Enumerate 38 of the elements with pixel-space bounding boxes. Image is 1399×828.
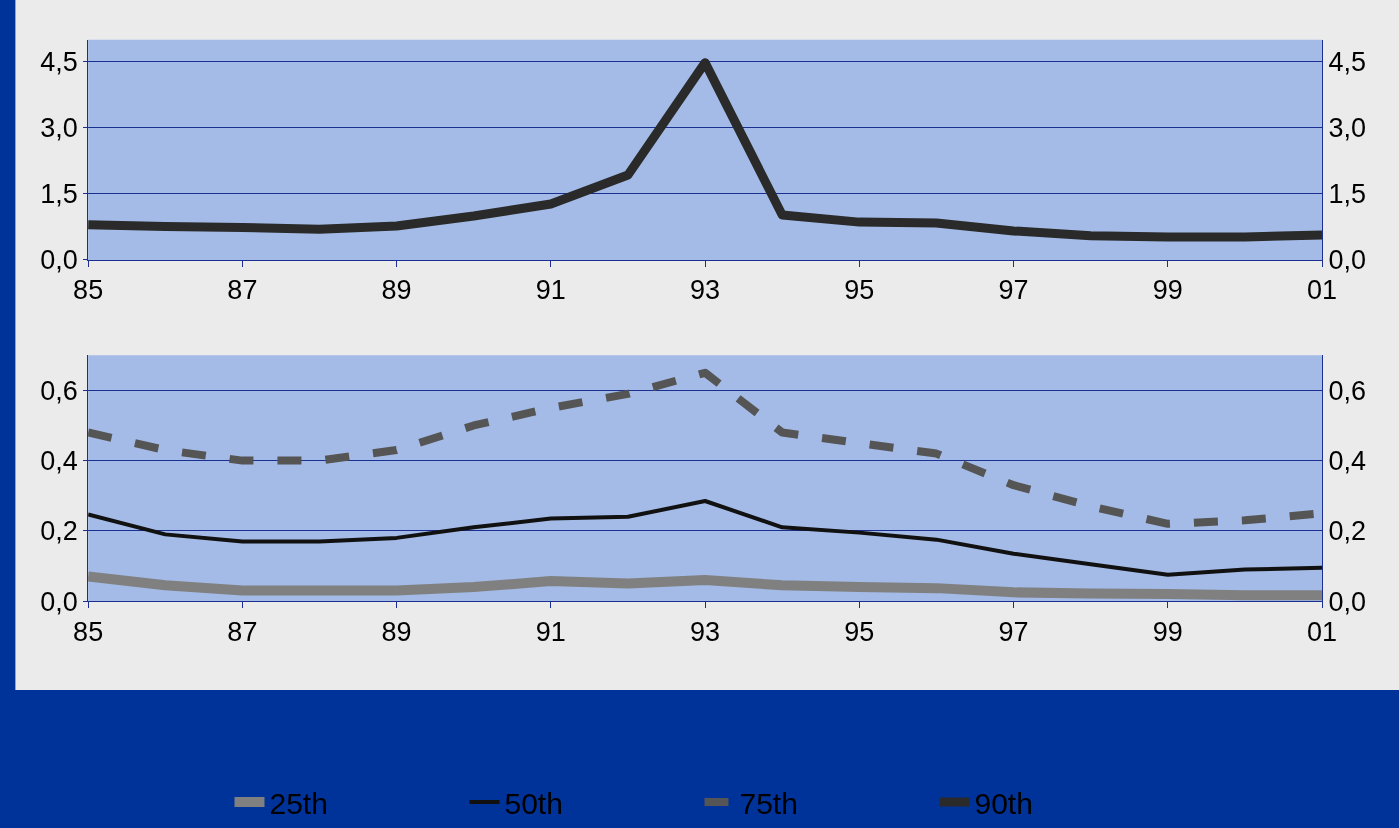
legend-label: 90th bbox=[974, 786, 1033, 820]
y2-tick-label: 0,2 bbox=[1328, 516, 1366, 547]
x-tick-label: 87 bbox=[227, 616, 258, 647]
y2-tick-label: 0,0 bbox=[1328, 586, 1366, 617]
x-tick-label: 01 bbox=[1307, 275, 1338, 306]
y-tick-label: 4,5 bbox=[40, 47, 78, 78]
x-tick-label: 89 bbox=[381, 275, 412, 306]
x-tick-label: 87 bbox=[227, 275, 258, 306]
x-tick-label: 01 bbox=[1307, 616, 1338, 647]
x-tick-label: 99 bbox=[1152, 275, 1183, 306]
y2-tick-label: 1,5 bbox=[1328, 179, 1366, 210]
y2-tick-label: 3,0 bbox=[1328, 113, 1366, 144]
y-tick-label: 0,0 bbox=[40, 586, 78, 617]
x-tick-label: 89 bbox=[381, 616, 412, 647]
x-tick-label: 85 bbox=[73, 616, 104, 647]
y2-tick-label: 0,6 bbox=[1328, 375, 1366, 406]
x-tick-label: 91 bbox=[535, 275, 566, 306]
legend-label: 75th bbox=[739, 786, 798, 820]
legend-label: 50th bbox=[504, 786, 563, 820]
y-tick-label: 0,4 bbox=[40, 446, 78, 477]
x-tick-label: 85 bbox=[73, 275, 104, 306]
x-tick-label: 95 bbox=[844, 616, 875, 647]
x-tick-label: 97 bbox=[998, 616, 1029, 647]
y-tick-label: 1,5 bbox=[40, 179, 78, 210]
y2-tick-label: 0,0 bbox=[1328, 245, 1366, 276]
y2-tick-label: 4,5 bbox=[1328, 47, 1366, 78]
legend-label: 25th bbox=[269, 786, 328, 820]
x-tick-label: 93 bbox=[690, 275, 721, 306]
y-tick-label: 3,0 bbox=[40, 113, 78, 144]
x-tick-label: 95 bbox=[844, 275, 875, 306]
y-tick-label: 0,6 bbox=[40, 375, 78, 406]
x-tick-label: 91 bbox=[535, 616, 566, 647]
y-tick-label: 0,0 bbox=[40, 245, 78, 276]
y2-tick-label: 0,4 bbox=[1328, 446, 1366, 477]
x-tick-label: 97 bbox=[998, 275, 1029, 306]
x-tick-label: 93 bbox=[690, 616, 721, 647]
x-tick-label: 99 bbox=[1152, 616, 1183, 647]
y-tick-label: 0,2 bbox=[40, 516, 78, 547]
